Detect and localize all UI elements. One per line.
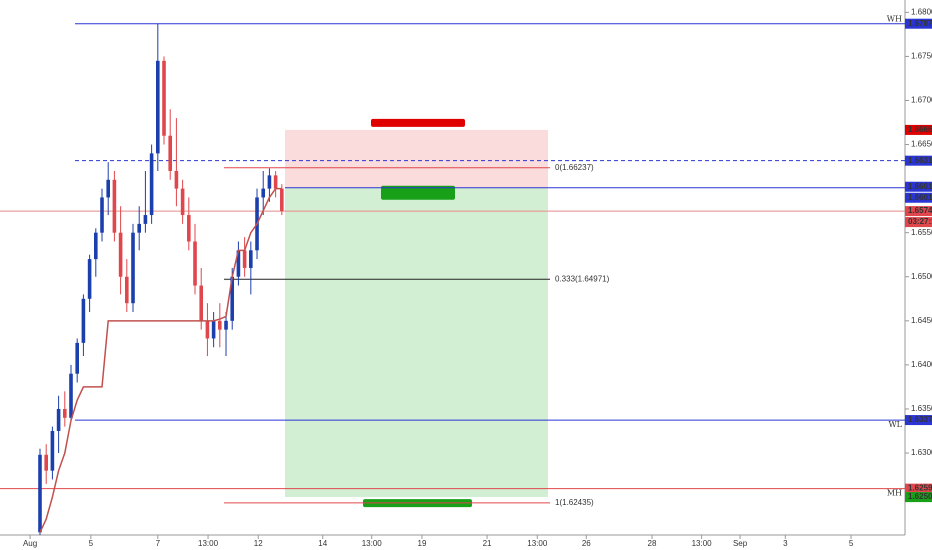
entry-badge xyxy=(381,185,455,200)
price-badge-label: 1.62596 xyxy=(908,484,932,493)
candle-body xyxy=(211,320,216,339)
candle-body xyxy=(125,276,129,304)
price-badge-label: 1.66010 xyxy=(908,182,932,191)
fib-label: 0(1.66237) xyxy=(555,163,594,172)
candle-body xyxy=(75,342,79,374)
price-badge-label: 1.66010 xyxy=(908,193,932,202)
x-tick-label: 19 xyxy=(418,539,427,548)
candle-body xyxy=(174,170,179,189)
trail-line xyxy=(39,187,282,533)
price-badge xyxy=(905,206,932,217)
candle-body xyxy=(156,60,160,154)
y-tick-label: 1.63500 xyxy=(911,404,932,413)
level-tag: WL xyxy=(888,420,902,429)
x-tick-label: 13:00 xyxy=(692,539,713,548)
candle-body xyxy=(81,298,86,343)
x-tick-label: 28 xyxy=(648,539,657,548)
x-tick-label: 7 xyxy=(156,539,161,548)
x-tick-label: 13:00 xyxy=(198,539,219,548)
candle-body xyxy=(131,232,135,304)
candle-body xyxy=(236,250,241,277)
candle-body xyxy=(280,188,284,212)
x-tick-label: 13:00 xyxy=(527,539,548,548)
candle-body xyxy=(224,320,228,330)
candle-body xyxy=(162,60,166,136)
target-zone xyxy=(285,187,548,498)
price-badge xyxy=(905,181,932,192)
x-tick-label: 13:00 xyxy=(362,539,383,548)
candle-body xyxy=(230,276,235,321)
candle-body xyxy=(100,197,104,233)
y-tick-label: 1.64000 xyxy=(911,360,932,369)
candle-body xyxy=(69,373,73,418)
price-badge-label: 1.63374 xyxy=(908,415,932,424)
candle-body xyxy=(249,250,253,268)
x-tick-label: 5 xyxy=(849,539,854,548)
candle-body xyxy=(168,135,173,171)
fib-label: 1(1.62435) xyxy=(555,498,594,507)
candle-body xyxy=(267,175,272,189)
price-badge xyxy=(905,155,932,166)
price-badge xyxy=(905,18,932,29)
candle-body xyxy=(56,408,61,431)
stop-zone xyxy=(285,129,548,188)
candle-body xyxy=(218,320,222,330)
candle-body xyxy=(143,215,148,224)
candle-body xyxy=(112,179,117,233)
candle-body xyxy=(187,215,191,242)
candle-body xyxy=(106,179,111,198)
x-tick-label: 12 xyxy=(254,539,263,548)
price-badge xyxy=(905,492,932,503)
price-badge-label: 03:27:14 xyxy=(908,217,932,226)
candle-body xyxy=(180,188,185,216)
candle-body xyxy=(242,250,247,268)
y-tick-label: 1.67000 xyxy=(911,96,932,105)
x-tick-label: 14 xyxy=(318,539,327,548)
price-badge-label: 1.65745 xyxy=(908,206,932,215)
candle-body xyxy=(199,285,204,321)
x-tick-label: 26 xyxy=(582,539,591,548)
price-badge xyxy=(905,192,932,203)
x-tick-label: 5 xyxy=(89,539,94,548)
x-tick-label: 21 xyxy=(483,539,492,548)
x-tick-label: 3 xyxy=(783,539,788,548)
y-tick-label: 1.67500 xyxy=(911,52,932,61)
price-badge xyxy=(905,124,932,135)
price-badge-label: 1.66317 xyxy=(908,156,932,165)
candle-body xyxy=(261,188,266,198)
level-tag: MH xyxy=(887,489,902,498)
level-tag: WH xyxy=(887,15,902,24)
candle-body xyxy=(62,408,67,418)
y-tick-label: 1.63000 xyxy=(911,448,932,457)
candle-body xyxy=(149,153,154,216)
price-badge-label: 1.66666 xyxy=(908,125,932,134)
candle-body xyxy=(87,259,92,299)
candle-body xyxy=(118,232,123,277)
candle-body xyxy=(273,175,278,189)
candle-body xyxy=(38,454,42,533)
y-tick-label: 1.66500 xyxy=(911,140,932,149)
y-tick-label: 1.65500 xyxy=(911,228,932,237)
candle-body xyxy=(205,320,210,339)
candle-body xyxy=(94,232,98,260)
price-badge xyxy=(905,483,932,494)
x-tick-label: Aug xyxy=(23,539,37,548)
candle-body xyxy=(50,430,55,471)
stop-badge xyxy=(371,118,465,127)
x-tick-label: Sep xyxy=(733,539,748,548)
price-badge xyxy=(905,217,932,228)
y-tick-label: 1.64500 xyxy=(911,316,932,325)
candle-body xyxy=(193,241,197,286)
candle-body xyxy=(44,454,48,471)
y-tick-label: 1.68000 xyxy=(911,7,932,16)
fib-label: 0.333(1.64971) xyxy=(555,274,610,283)
y-tick-label: 1.65000 xyxy=(911,272,932,281)
candle-body xyxy=(137,223,142,233)
price-badge xyxy=(905,415,932,426)
